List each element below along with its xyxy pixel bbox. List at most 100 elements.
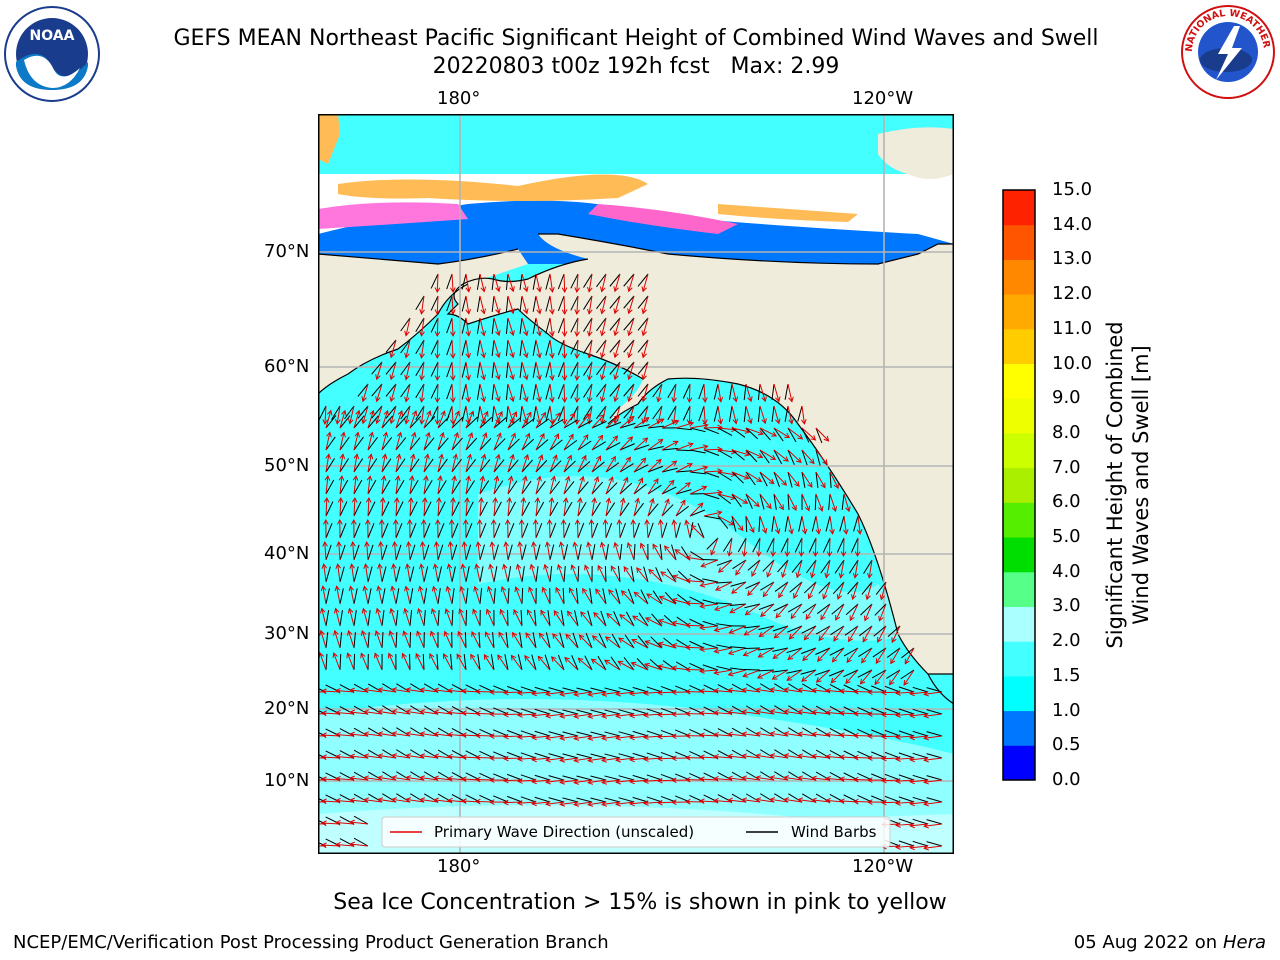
wind-barb <box>367 544 374 561</box>
wind-barb <box>730 581 747 587</box>
wind-barb <box>646 708 663 715</box>
wave-arrow-head <box>671 597 678 604</box>
wave-arrow-head <box>618 637 624 643</box>
wave-arrow-head <box>588 518 595 525</box>
wind-barb <box>619 502 630 517</box>
wave-arrow-head <box>495 453 501 460</box>
wave-arrow-head <box>643 417 650 423</box>
wave-arrow-head <box>486 585 493 592</box>
wave-direction-arrow <box>406 798 425 803</box>
wave-arrow-head <box>641 418 647 425</box>
wind-barb <box>353 436 364 451</box>
wind-barb <box>843 669 859 678</box>
wave-arrow-head <box>866 689 873 695</box>
wave-arrow-head <box>488 777 495 783</box>
wind-barb <box>577 522 585 539</box>
wind-barb <box>451 501 460 517</box>
wind-barb <box>534 730 551 737</box>
wave-arrow-head <box>756 551 762 557</box>
wave-arrow-head <box>495 374 501 381</box>
wind-barb <box>774 581 789 592</box>
wave-direction-arrow <box>429 653 439 671</box>
wave-direction-arrow <box>552 633 565 649</box>
wind-barb <box>325 566 331 583</box>
wind-barb <box>519 361 523 378</box>
wave-direction-arrow <box>479 432 487 451</box>
wave-direction-arrow <box>324 405 327 424</box>
wave-arrow-head <box>684 798 691 805</box>
colorbar-segment <box>1003 224 1035 260</box>
wave-arrow-head <box>574 287 580 294</box>
wave-direction-arrow <box>619 456 631 473</box>
wind-barb <box>745 471 756 486</box>
wind-barb <box>367 610 371 627</box>
wave-arrow-head <box>599 413 605 420</box>
wave-direction-arrow <box>406 710 425 715</box>
wave-direction-arrow <box>577 413 590 429</box>
wave-arrow-head <box>439 431 445 438</box>
wave-arrow-head <box>771 674 778 680</box>
wind-barb <box>491 295 495 312</box>
wave-direction-arrow <box>456 654 467 671</box>
wave-direction-arrow <box>580 611 593 627</box>
wave-direction-arrow <box>527 609 537 627</box>
wave-direction-arrow <box>703 448 723 451</box>
wave-direction-arrow <box>744 625 761 636</box>
colorbar-segment <box>1003 398 1035 434</box>
wind-barb <box>605 482 618 495</box>
wave-direction-arrow <box>798 689 817 693</box>
wind-barb <box>858 647 873 657</box>
wave-arrow-head <box>518 518 525 525</box>
wave-arrow-head <box>574 397 580 404</box>
wave-direction-arrow <box>449 542 453 561</box>
wave-direction-arrow <box>436 273 439 293</box>
wind-barb <box>409 544 416 561</box>
lat-label-30n: 30°N <box>264 623 310 644</box>
wind-barb <box>703 471 720 478</box>
wave-direction-arrow <box>525 632 537 649</box>
wave-arrow-head <box>402 630 408 637</box>
wind-barb <box>423 610 426 627</box>
wave-arrow-head <box>523 396 529 403</box>
wave-direction-arrow <box>606 613 621 627</box>
wave-arrow-head <box>742 498 749 504</box>
wind-barb <box>545 383 551 400</box>
wave-direction-arrow <box>546 691 565 695</box>
wave-direction-arrow <box>591 476 599 495</box>
wind-barb <box>759 493 765 510</box>
wave-arrow-head <box>404 418 410 425</box>
wave-arrow-head <box>511 411 517 418</box>
wave-arrow-head <box>517 690 523 696</box>
wind-barb <box>884 685 901 693</box>
wave-arrow-head <box>507 475 514 482</box>
wind-barb <box>491 383 495 400</box>
wave-direction-arrow <box>675 463 693 473</box>
wave-direction-arrow <box>689 486 707 495</box>
wave-arrow-head <box>670 689 677 696</box>
wave-direction-arrow <box>759 383 766 402</box>
wind-barb <box>521 587 524 605</box>
wave-direction-arrow <box>924 845 943 849</box>
wave-arrow-head <box>404 585 410 592</box>
wave-direction-arrow <box>812 777 831 781</box>
wave-direction-arrow <box>470 654 481 671</box>
wave-arrow-head <box>671 665 678 671</box>
wave-arrow-head <box>643 662 650 669</box>
wave-direction-arrow <box>703 383 706 402</box>
wave-direction-arrow <box>392 754 411 759</box>
wave-arrow-head <box>405 541 412 547</box>
wave-direction-arrow <box>731 515 744 531</box>
wave-arrow-head <box>766 571 772 578</box>
wave-arrow-head <box>909 822 915 829</box>
wind-barb <box>465 544 472 561</box>
wind-barb <box>661 467 678 473</box>
wave-arrow-head <box>849 615 855 622</box>
wind-barb <box>576 687 593 693</box>
wave-arrow-head <box>656 711 663 718</box>
wind-barb <box>610 656 621 671</box>
wave-direction-arrow <box>409 476 413 495</box>
wave-direction-arrow <box>591 414 605 429</box>
wind-barb <box>836 537 845 553</box>
wave-arrow-head <box>320 842 327 849</box>
wave-direction-arrow <box>880 581 887 600</box>
